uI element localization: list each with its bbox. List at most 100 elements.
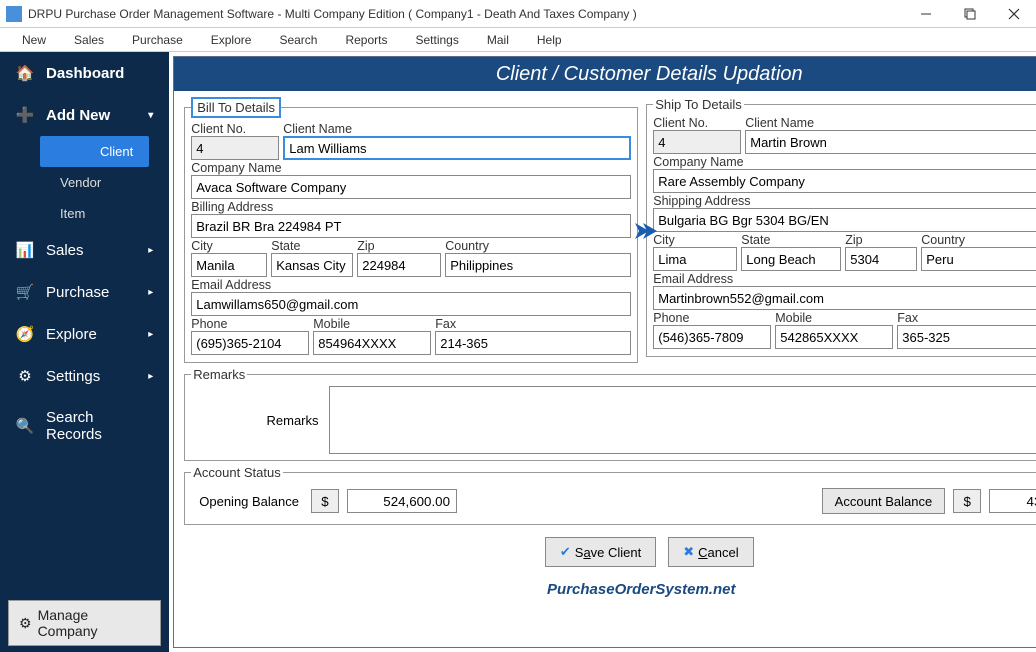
nav-label: Dashboard xyxy=(46,65,124,82)
arrow-right-icon xyxy=(631,217,659,248)
shipto-fax-input[interactable] xyxy=(897,325,1036,349)
home-icon: 🏠 xyxy=(16,64,34,82)
shipto-country-input[interactable] xyxy=(921,247,1036,271)
menu-purchase[interactable]: Purchase xyxy=(118,31,197,49)
app-icon xyxy=(6,6,22,22)
minimize-button[interactable] xyxy=(904,0,948,28)
phone-label: Phone xyxy=(191,317,309,331)
billto-mobile-input[interactable] xyxy=(313,331,431,355)
gear-icon: ⚙ xyxy=(19,615,32,632)
nav-add-new[interactable]: ➕ Add New ▾ xyxy=(0,94,169,136)
subnav-vendor[interactable]: Vendor xyxy=(0,167,169,198)
shipto-zip-input[interactable] xyxy=(845,247,917,271)
billto-fieldset: Bill To Details Client No. Client Name xyxy=(184,97,638,363)
page-header: Client / Customer Details Updation Close xyxy=(174,57,1036,91)
close-window-button[interactable] xyxy=(992,0,1036,28)
shipto-email-input[interactable] xyxy=(653,286,1036,310)
window-title: DRPU Purchase Order Management Software … xyxy=(28,7,904,21)
account-balance-button[interactable]: Account Balance xyxy=(822,488,946,514)
menu-explore[interactable]: Explore xyxy=(197,31,266,49)
shipto-city-input[interactable] xyxy=(653,247,737,271)
billto-company-input[interactable] xyxy=(191,175,631,199)
opening-currency xyxy=(311,489,339,513)
subnav-item[interactable]: Item xyxy=(0,198,169,229)
shipto-company-input[interactable] xyxy=(653,169,1036,193)
billto-clientname-input[interactable] xyxy=(283,136,631,160)
cancel-button[interactable]: ✖ Cancel xyxy=(668,537,753,567)
cart-icon: 🛒 xyxy=(16,283,34,301)
remarks-textarea[interactable] xyxy=(329,386,1036,454)
menu-search[interactable]: Search xyxy=(265,31,331,49)
shipto-fieldset: Ship To Details Client No. Client Name xyxy=(646,97,1036,357)
plus-icon: ➕ xyxy=(16,106,34,124)
billto-clientno-input[interactable] xyxy=(191,136,279,160)
nav-purchase[interactable]: 🛒 Purchase ▸ xyxy=(0,271,169,313)
account-fieldset: Account Status Opening Balance Account B… xyxy=(184,465,1036,525)
billto-country-input[interactable] xyxy=(445,253,631,277)
shipto-clientname-input[interactable] xyxy=(745,130,1036,154)
menu-settings[interactable]: Settings xyxy=(402,31,473,49)
mobile-label: Mobile xyxy=(313,317,431,331)
fax-label: Fax xyxy=(897,311,1036,325)
nav-dashboard[interactable]: 🏠 Dashboard xyxy=(0,52,169,94)
remarks-fieldset: Remarks Remarks xyxy=(184,367,1036,461)
company-label: Company Name xyxy=(653,155,1036,169)
zip-label: Zip xyxy=(357,239,441,253)
sidebar: 🏠 Dashboard ➕ Add New ▾ Client Vendor It… xyxy=(0,52,169,652)
maximize-button[interactable] xyxy=(948,0,992,28)
subnav-client[interactable]: Client xyxy=(40,136,149,167)
nav-sales[interactable]: 📊 Sales ▸ xyxy=(0,229,169,271)
clientno-label: Client No. xyxy=(653,116,741,130)
compass-icon: 🧭 xyxy=(16,325,34,343)
manage-company-button[interactable]: ⚙ Manage Company xyxy=(8,600,161,646)
shipto-clientno-input[interactable] xyxy=(653,130,741,154)
nav-label: Explore xyxy=(46,326,97,343)
opening-balance-label: Opening Balance xyxy=(199,494,299,509)
billto-legend: Bill To Details xyxy=(191,97,281,118)
save-client-button[interactable]: ✔ Save Client xyxy=(545,537,656,567)
nav-label: Search Records xyxy=(46,409,153,443)
menubar: New Sales Purchase Explore Search Report… xyxy=(0,28,1036,52)
billto-email-input[interactable] xyxy=(191,292,631,316)
menu-help[interactable]: Help xyxy=(523,31,576,49)
state-label: State xyxy=(741,233,841,247)
shipto-state-input[interactable] xyxy=(741,247,841,271)
phone-label: Phone xyxy=(653,311,771,325)
mobile-label: Mobile xyxy=(775,311,893,325)
chevron-right-icon: ▸ xyxy=(148,329,153,340)
nav-label: Add New xyxy=(46,107,110,124)
billto-address-input[interactable] xyxy=(191,214,631,238)
nav-label: Purchase xyxy=(46,284,109,301)
nav-search-records[interactable]: 🔍 Search Records xyxy=(0,397,169,455)
menu-sales[interactable]: Sales xyxy=(60,31,118,49)
clientname-label: Client Name xyxy=(745,116,1036,130)
nav-settings[interactable]: ⚙ Settings ▸ xyxy=(0,355,169,397)
billto-fax-input[interactable] xyxy=(435,331,631,355)
nav-label: Settings xyxy=(46,368,100,385)
chevron-right-icon: ▸ xyxy=(148,287,153,298)
billto-phone-input[interactable] xyxy=(191,331,309,355)
remarks-label: Remarks xyxy=(191,413,318,428)
menu-new[interactable]: New xyxy=(8,31,60,49)
state-label: State xyxy=(271,239,353,253)
x-icon: ✖ xyxy=(683,544,694,560)
billto-city-input[interactable] xyxy=(191,253,267,277)
city-label: City xyxy=(653,233,737,247)
clientno-label: Client No. xyxy=(191,122,279,136)
shipto-legend: Ship To Details xyxy=(653,97,743,112)
opening-balance-input[interactable] xyxy=(347,489,457,513)
shipto-phone-input[interactable] xyxy=(653,325,771,349)
nav-explore[interactable]: 🧭 Explore ▸ xyxy=(0,313,169,355)
city-label: City xyxy=(191,239,267,253)
billto-zip-input[interactable] xyxy=(357,253,441,277)
menu-reports[interactable]: Reports xyxy=(331,31,401,49)
titlebar: DRPU Purchase Order Management Software … xyxy=(0,0,1036,28)
shipto-address-input[interactable] xyxy=(653,208,1036,232)
account-legend: Account Status xyxy=(191,465,282,480)
email-label: Email Address xyxy=(191,278,631,292)
billto-state-input[interactable] xyxy=(271,253,353,277)
shipto-mobile-input[interactable] xyxy=(775,325,893,349)
menu-mail[interactable]: Mail xyxy=(473,31,523,49)
content-panel: Client / Customer Details Updation Close… xyxy=(173,56,1036,648)
country-label: Country xyxy=(445,239,631,253)
